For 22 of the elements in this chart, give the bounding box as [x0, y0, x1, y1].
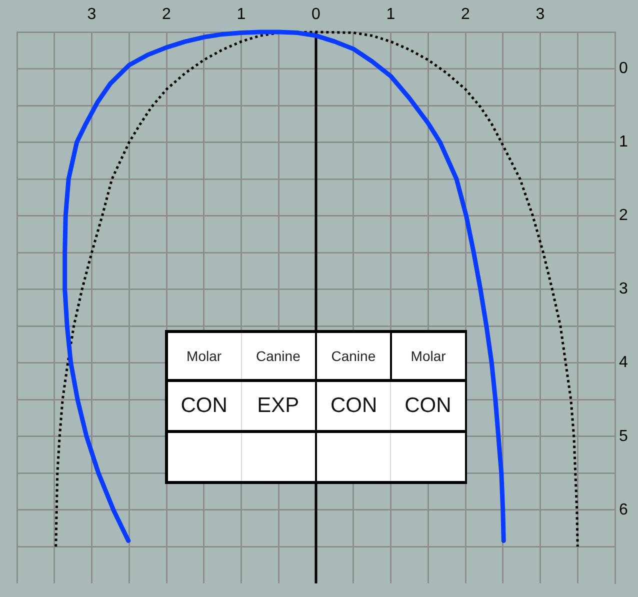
annotation: EXP	[257, 394, 300, 418]
annotation: Canine	[331, 348, 376, 364]
y-tick-label: 6	[619, 501, 628, 518]
x-tick-label: 0	[312, 6, 321, 23]
x-tick-label: 1	[236, 6, 246, 23]
y-tick-label: 2	[619, 207, 628, 224]
annotation: Molar	[410, 348, 446, 364]
x-tick-label: 1	[386, 6, 396, 23]
x-tick-label: 3	[536, 6, 545, 23]
y-tick-label: 5	[619, 428, 628, 445]
x-tick-label: 3	[87, 6, 96, 23]
annotation: Canine	[256, 348, 300, 364]
y-tick-label: 1	[619, 134, 628, 151]
y-tick-label: 0	[619, 60, 628, 78]
annotation: CON	[180, 394, 228, 418]
y-tick-label: 3	[619, 280, 628, 298]
y-tick-label: 4	[619, 354, 628, 372]
annotation: CON	[330, 394, 378, 418]
annotation: Molar	[186, 348, 222, 364]
x-tick-label: 2	[162, 6, 172, 23]
annotation: CON	[404, 394, 452, 418]
x-tick-label: 2	[461, 6, 470, 23]
